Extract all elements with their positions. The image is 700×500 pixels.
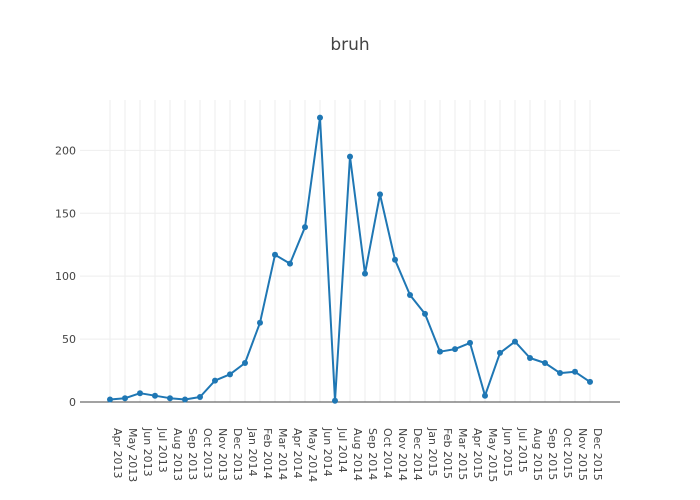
series-layer [107,114,593,404]
data-point [512,338,518,345]
x-tick-label: Mar 2015 [456,428,469,480]
x-tick-label: Dec 2013 [231,428,244,481]
data-point [167,395,173,402]
data-point [137,390,143,397]
y-tick-label: 50 [62,333,76,346]
data-point [197,393,203,400]
data-point [467,339,473,346]
x-tick-label: May 2015 [486,428,499,482]
data-point [587,378,593,385]
x-tick-label: May 2014 [306,428,319,482]
x-tick-label: Mar 2014 [276,428,289,480]
y-tick-label: 100 [55,270,76,283]
data-point [437,348,443,355]
y-tick-label: 0 [69,396,76,409]
x-tick-label: Jul 2014 [336,427,349,473]
data-point [332,397,338,404]
data-point [347,153,353,160]
data-point [392,256,398,263]
data-point [557,370,563,377]
x-tick-label: Oct 2015 [561,428,574,479]
x-tick-label: Apr 2014 [291,428,304,479]
y-tick-label: 200 [55,144,76,157]
grid-layer [80,100,620,402]
x-tick-label: Sep 2013 [186,428,199,480]
x-tick-label: Aug 2015 [531,428,544,481]
data-point [107,396,113,403]
x-tick-label: Apr 2015 [471,428,484,479]
x-tick-label: May 2013 [126,428,139,482]
data-point [482,392,488,399]
x-tick-label: Feb 2014 [261,428,274,479]
x-tick-label: Nov 2013 [216,428,229,481]
x-tick-label: Aug 2014 [351,428,364,481]
x-tick-label: Feb 2015 [441,428,454,479]
chart-title: bruh [330,35,369,55]
x-tick-label: Sep 2014 [366,428,379,480]
y-tick-label: 150 [55,207,76,220]
x-tick-label: Jan 2014 [246,427,259,476]
data-point [302,224,308,231]
x-tick-label: Apr 2013 [111,428,124,479]
data-point [497,349,503,356]
x-tick-label: Dec 2014 [411,428,424,481]
data-point [377,191,383,198]
x-tick-label: Oct 2014 [381,428,394,479]
x-tick-label: Nov 2014 [396,428,409,481]
data-point [452,346,458,353]
x-tick-label: Dec 2015 [591,428,604,481]
data-point [152,392,158,399]
x-tick-label: Oct 2013 [201,428,214,479]
x-tick-label: Aug 2013 [171,428,184,481]
data-point [527,354,533,361]
data-point [422,310,428,317]
x-tick-label: Sep 2015 [546,428,559,480]
data-point [257,319,263,326]
data-point [272,251,278,258]
data-point [317,114,323,121]
x-tick-label: Jul 2015 [516,427,529,473]
data-point [572,368,578,375]
data-point [242,359,248,366]
data-point [227,371,233,378]
data-point [542,359,548,366]
x-tick-label: Jun 2015 [501,427,514,477]
x-tick-label: Jan 2015 [426,427,439,476]
x-tick-label: Jun 2013 [141,427,154,477]
x-tick-label: Nov 2015 [576,428,589,481]
data-point [287,260,293,267]
data-point [212,377,218,384]
x-tick-label: Jul 2013 [156,427,169,473]
data-point [182,396,188,403]
data-point [407,292,413,299]
data-point [362,270,368,277]
data-point [122,395,128,402]
x-tick-label: Jun 2014 [321,427,334,477]
